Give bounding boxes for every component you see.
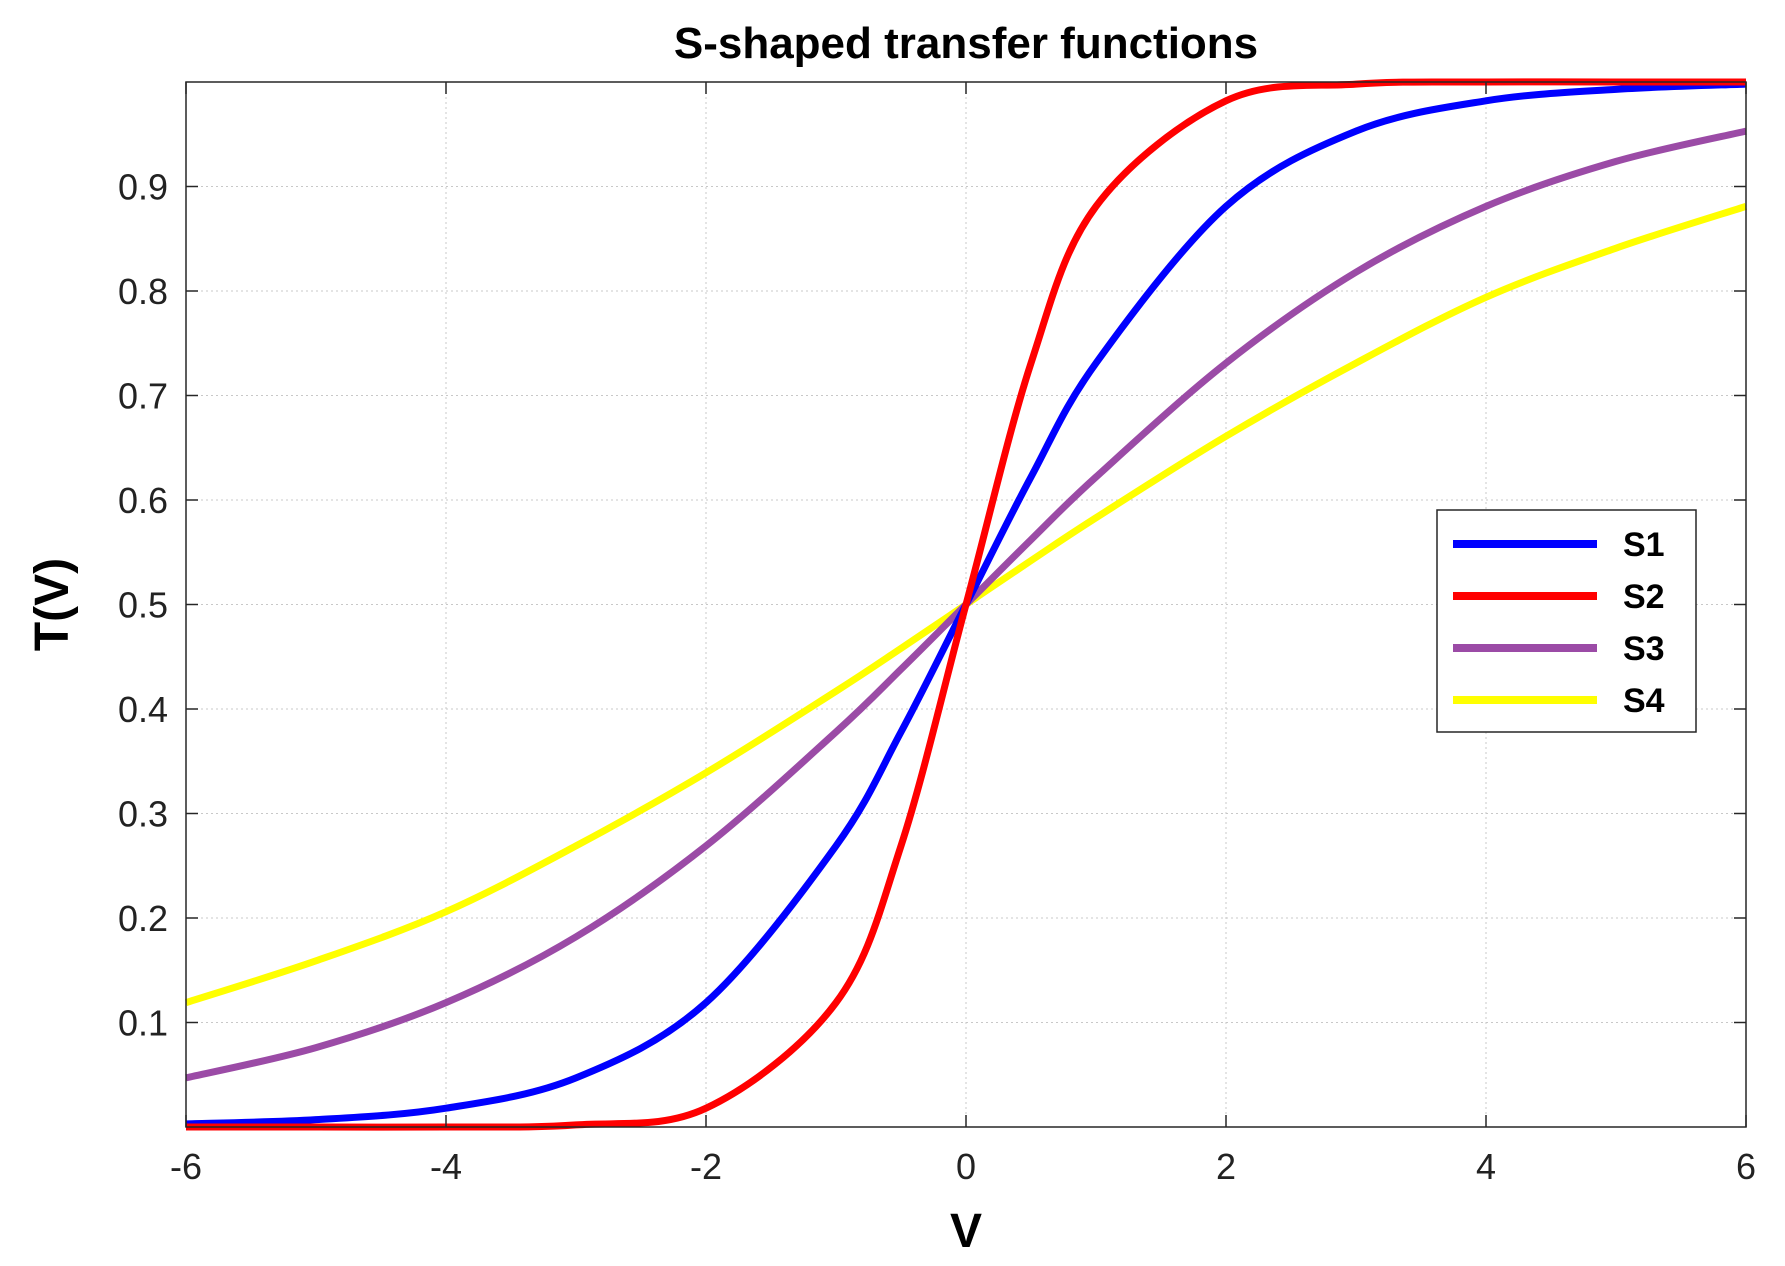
y-tick-label: 0.9 — [118, 167, 168, 208]
legend-label-s2: S2 — [1623, 578, 1665, 616]
y-tick-label: 0.6 — [118, 480, 168, 521]
y-tick-label: 0.3 — [118, 794, 168, 835]
legend-label-s3: S3 — [1623, 630, 1665, 668]
chart-title: S-shaped transfer functions — [674, 19, 1258, 68]
legend: S1 S2 S3 S4 — [1436, 509, 1697, 733]
y-tick-label: 0.5 — [118, 585, 168, 626]
x-tick-label: -6 — [170, 1146, 202, 1187]
y-tick-label: 0.2 — [118, 898, 168, 939]
y-tick-label: 0.7 — [118, 376, 168, 417]
y-tick-label: 0.1 — [118, 1003, 168, 1044]
tick-labels: -6 -4 -2 0 2 4 6 0.1 0.2 0.3 0.4 0.5 0.6 0.7 0.8 0.9 — [118, 167, 1756, 1188]
ticks — [185, 82, 1747, 1127]
y-tick-label: 0.4 — [118, 689, 168, 730]
x-tick-label: 4 — [1476, 1146, 1496, 1187]
x-axis-label: V — [950, 1205, 982, 1258]
y-tick-label: 0.8 — [118, 271, 168, 312]
legend-label-s1: S1 — [1623, 526, 1665, 564]
x-tick-label: -4 — [430, 1146, 462, 1187]
x-tick-label: -2 — [690, 1146, 722, 1187]
y-axis-label: T(V) — [26, 558, 79, 651]
x-tick-label: 0 — [956, 1146, 976, 1187]
legend-label-s4: S4 — [1623, 682, 1665, 720]
x-tick-label: 2 — [1216, 1146, 1236, 1187]
x-tick-label: 6 — [1736, 1146, 1756, 1187]
